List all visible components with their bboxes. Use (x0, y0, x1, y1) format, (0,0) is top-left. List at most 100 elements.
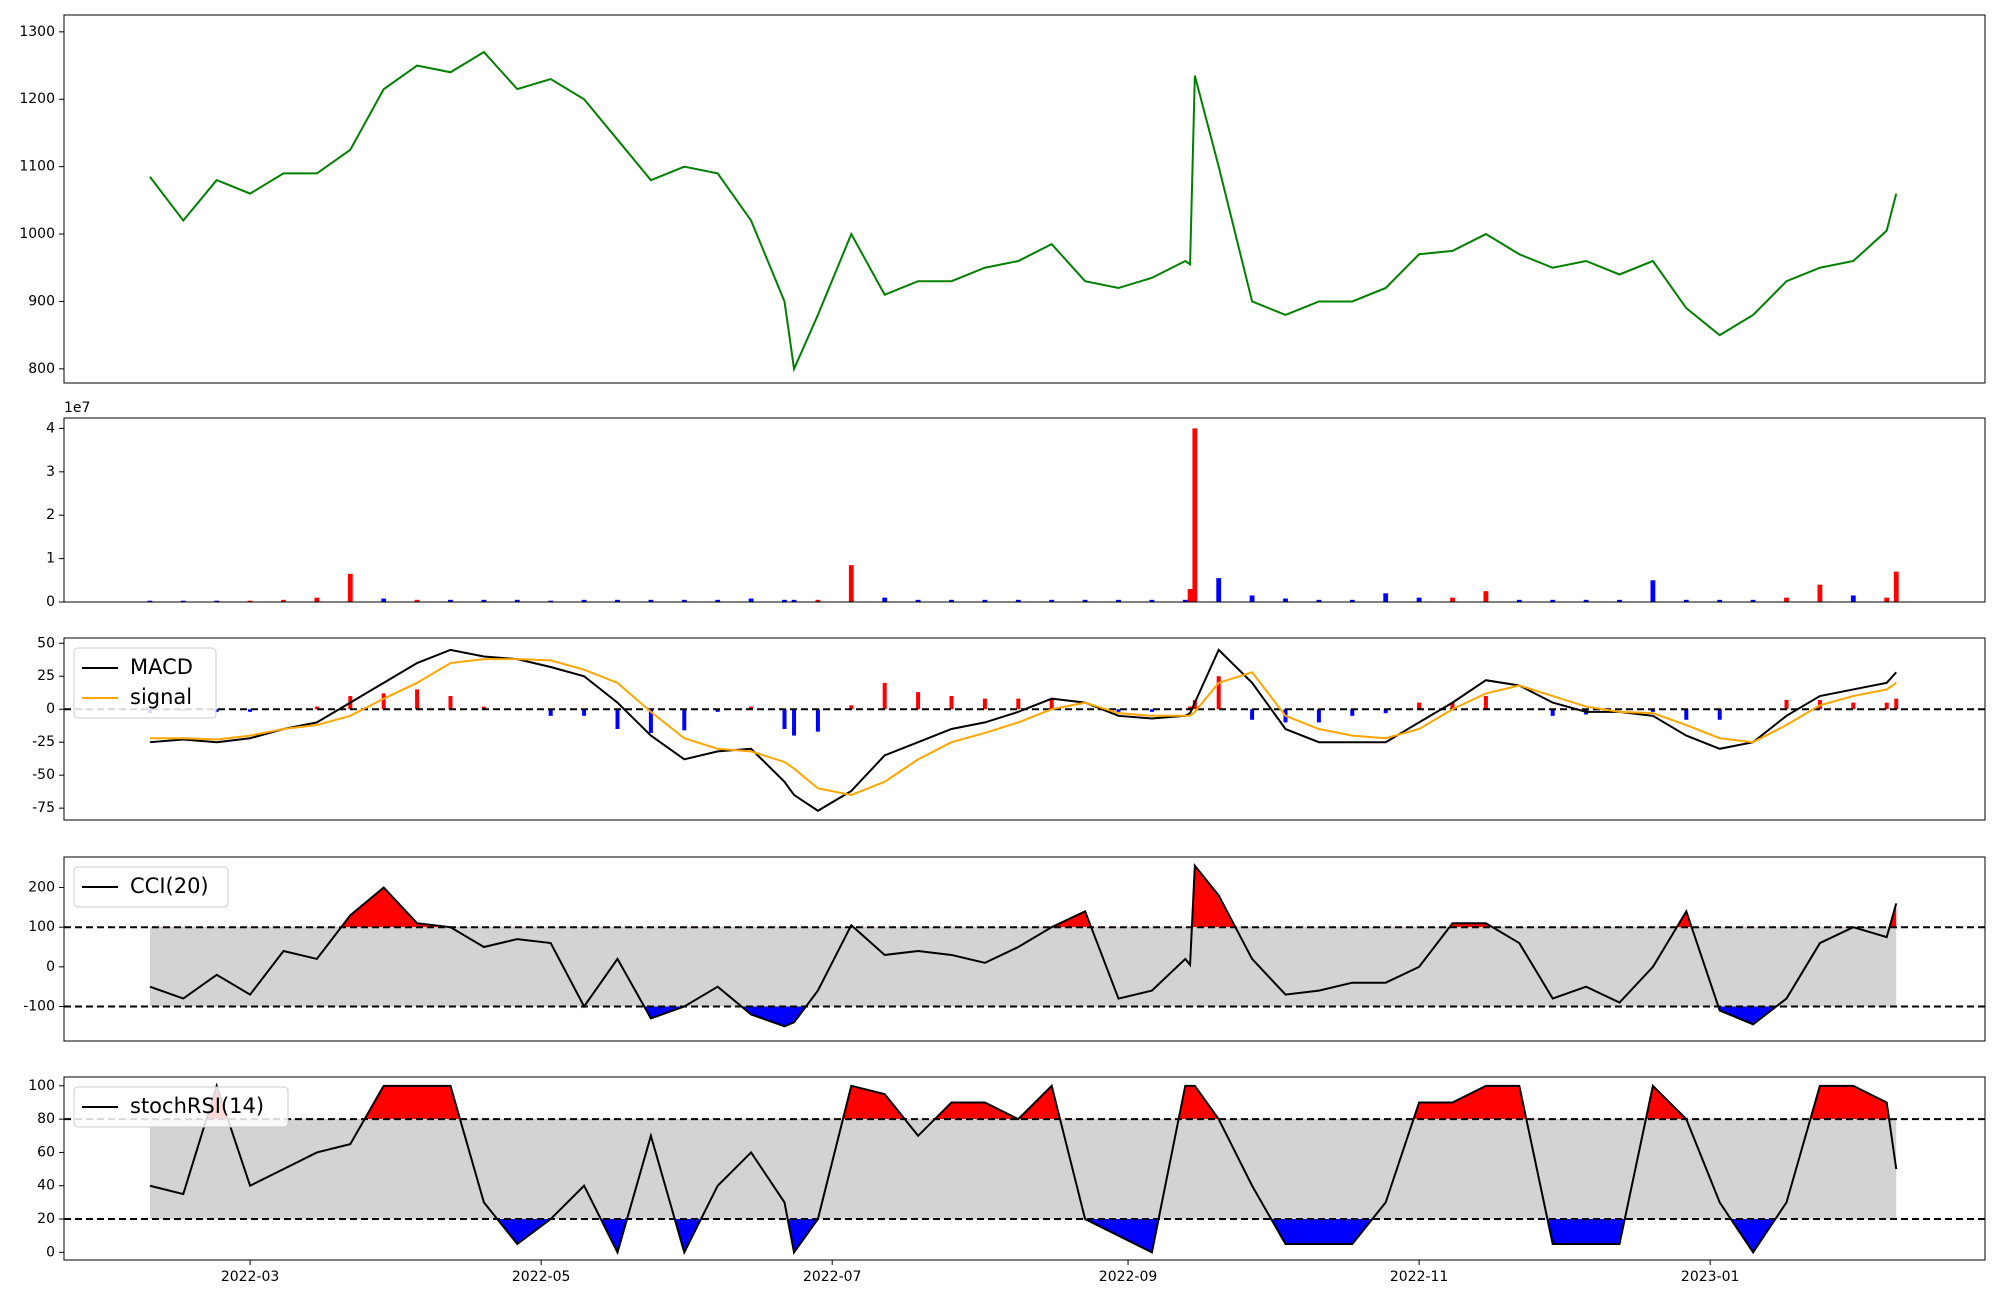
histogram-bar (1550, 709, 1555, 716)
histogram-bar (448, 696, 453, 710)
y-tick-label: 1100 (19, 159, 55, 175)
histogram-bar (1316, 709, 1321, 723)
volume-bar (381, 598, 387, 602)
y-tick-label: 4 (46, 420, 55, 436)
x-tick-label: 2022-11 (1390, 1269, 1449, 1285)
y-tick-label: -50 (32, 767, 55, 783)
volume-bar (1717, 599, 1723, 602)
volume-bar (1583, 599, 1589, 602)
legend-box (73, 866, 229, 908)
volume-bar (147, 600, 153, 602)
volume-bar (1784, 597, 1789, 602)
legend-label: MACD (130, 655, 193, 679)
volume-bar (1116, 599, 1121, 602)
volume-bar (1450, 597, 1455, 602)
y-tick-label: 900 (28, 293, 55, 309)
volume-bar (1192, 428, 1198, 602)
axes-frame (63, 14, 1986, 384)
legend-label: CCI(20) (130, 874, 209, 898)
y-tick-label: 3 (46, 464, 55, 480)
y-tick-label: 0 (46, 701, 55, 717)
histogram-bar (1784, 699, 1789, 710)
neutral-band (149, 1119, 1897, 1220)
histogram-bar (415, 689, 420, 710)
y-tick-label: 1000 (19, 226, 55, 242)
volume-bar (481, 599, 487, 602)
histogram-bar (1717, 709, 1722, 720)
y-tick-label: 100 (28, 919, 55, 935)
histogram-bar (582, 709, 587, 716)
x-tick-label: 2023-01 (1681, 1269, 1740, 1285)
volume-bar (247, 600, 253, 602)
y-tick-label: 60 (37, 1144, 55, 1160)
histogram-bar (749, 706, 754, 710)
x-tick-label: 2022-07 (803, 1269, 862, 1285)
volume-bar (180, 600, 186, 602)
volume-bar (314, 597, 320, 602)
histogram-bar (1483, 696, 1488, 710)
y-tick-label: -75 (32, 800, 55, 816)
volume-bar (1683, 599, 1689, 602)
volume-bar (648, 599, 654, 602)
volume-bar (982, 599, 988, 602)
volume-bar (848, 565, 854, 602)
histogram-bar (1188, 706, 1193, 710)
histogram-bar (548, 709, 553, 716)
histogram-bar (1417, 702, 1422, 710)
volume-bar (514, 599, 520, 602)
histogram-bar (381, 693, 386, 710)
y-tick-label: -100 (23, 999, 55, 1015)
y-tick-label: 100 (28, 1078, 55, 1094)
volume-bar (1750, 599, 1756, 602)
histogram-bar (916, 692, 921, 710)
volume-bar (1249, 595, 1255, 602)
volume-bar (748, 598, 754, 602)
histogram-bar (481, 706, 486, 710)
histogram-bar (1650, 709, 1655, 712)
histogram-bar (1216, 676, 1221, 710)
axes-frame (63, 417, 1986, 603)
histogram-bar (1350, 709, 1355, 716)
y-tick-label: 25 (37, 668, 55, 684)
volume-bar (1316, 599, 1322, 602)
histogram-bar (1049, 698, 1054, 710)
legend-box (73, 1086, 289, 1128)
y-tick-label: 1200 (19, 91, 55, 107)
volume-bar (1187, 588, 1193, 602)
volume-bar (1817, 584, 1823, 602)
volume-bar (882, 597, 888, 602)
volume-bar (581, 599, 587, 602)
volume-bar (1182, 599, 1188, 602)
volume-bar (1617, 599, 1622, 602)
x-tick-label: 2022-09 (1099, 1269, 1158, 1285)
y-tick-label: 80 (37, 1111, 55, 1127)
volume-bar (1216, 578, 1222, 602)
histogram-bar (615, 709, 620, 729)
histogram-bar (782, 709, 787, 729)
indicator-line (149, 648, 1897, 812)
legend-box (73, 647, 217, 719)
histogram-bar (849, 705, 854, 710)
oversold-fill (149, 1006, 1897, 1027)
y-tick-label: 800 (28, 361, 55, 377)
volume-bar (1550, 599, 1556, 602)
histogram-bar (715, 709, 720, 712)
volume-bar (1082, 599, 1088, 602)
y-tick-label: 0 (46, 1244, 55, 1260)
axis-offset-label: 1e7 (64, 400, 90, 416)
volume-bar (1483, 591, 1489, 602)
y-tick-label: 1 (46, 551, 55, 567)
histogram-bar (1016, 698, 1021, 710)
volume-bar (681, 599, 687, 602)
volume-bar (782, 599, 787, 602)
x-tick-label: 2022-05 (512, 1269, 571, 1285)
y-tick-label: 20 (37, 1211, 55, 1227)
y-tick-label: 0 (46, 594, 55, 610)
volume-bar (1283, 598, 1288, 602)
volume-bar (448, 599, 453, 602)
histogram-bar (214, 709, 219, 712)
histogram-bar (1684, 709, 1689, 720)
indicator-line (149, 1082, 1898, 1256)
volume-bar (1049, 599, 1055, 602)
